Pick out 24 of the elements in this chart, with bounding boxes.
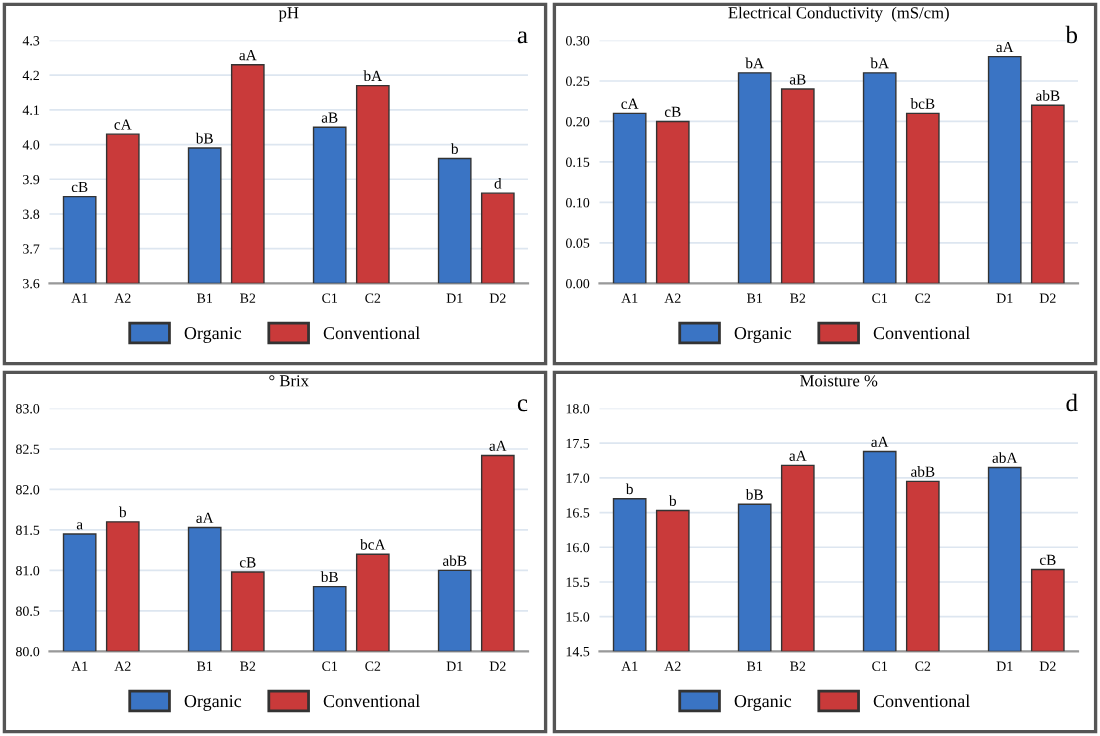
bar — [987, 55, 1022, 284]
bar — [737, 72, 772, 284]
bar — [780, 88, 815, 284]
chart-title: Electrical Conductivity (mS/cm) — [728, 6, 949, 22]
bar — [612, 112, 647, 284]
legend-label: Conventional — [323, 326, 420, 340]
legend-label: Organic — [734, 695, 792, 711]
annotation: a — [517, 31, 528, 44]
chart-title: pH — [278, 7, 299, 22]
chart-title: Moisture % — [800, 375, 878, 387]
bar — [1030, 104, 1065, 284]
legend-label: Conventional — [323, 694, 420, 708]
annotation: b — [1065, 25, 1078, 44]
annotation: d — [1066, 393, 1078, 412]
annotation: c — [517, 399, 528, 412]
bar — [905, 112, 940, 284]
bar — [655, 120, 690, 284]
bar — [862, 72, 897, 284]
chart-title: ° Brix — [269, 375, 309, 387]
legend-label: Organic — [184, 327, 242, 343]
legend-label: Conventional — [873, 326, 970, 340]
legend-label: Conventional — [873, 694, 970, 708]
legend-label: Organic — [734, 327, 792, 343]
legend-label: Organic — [184, 695, 242, 711]
